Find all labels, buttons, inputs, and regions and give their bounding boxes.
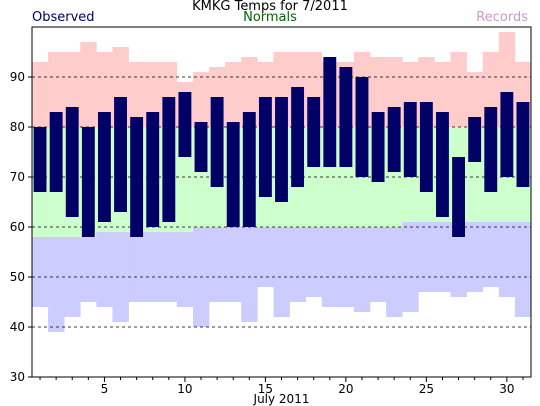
record-low-band-19 [321,227,339,307]
observed-bars [33,57,530,237]
record-low-band-25 [418,222,435,292]
record-low-band-3 [64,237,81,317]
observed-bar-day-9 [162,97,176,222]
observed-bar-day-4 [81,127,95,237]
observed-bar-day-25 [419,102,433,192]
observed-bar-day-1 [33,127,47,192]
observed-bar-day-15 [258,97,272,197]
record-high-band-27 [450,52,467,127]
observed-bar-day-7 [130,117,144,237]
x-tick-label-15: 15 [258,382,273,396]
record-high-band-1 [32,62,49,127]
observed-bar-day-18 [307,97,321,167]
record-low-band-5 [96,232,113,307]
observed-bar-day-23 [387,107,401,172]
record-high-band-22 [370,57,387,127]
legend-normals: Normals [243,10,297,25]
record-low-band-23 [386,227,403,317]
record-low-band-28 [466,222,484,292]
y-tick-label-60: 60 [10,220,25,234]
record-low-band-31 [514,222,532,317]
observed-bar-day-20 [339,67,353,167]
observed-bar-day-19 [323,57,337,167]
legend-observed: Observed [32,10,95,25]
record-high-band-2 [48,52,65,127]
record-low-band-2 [48,237,65,332]
x-tick-label-5: 5 [101,382,109,396]
record-low-band-13 [225,227,242,302]
record-high-band-14 [241,57,258,127]
observed-bar-day-12 [210,97,224,187]
record-low-band-29 [482,222,500,287]
x-axis-label: July 2011 [253,392,310,406]
observed-bar-day-5 [97,112,111,222]
record-high-band-4 [80,42,97,127]
observed-bar-day-3 [65,107,79,217]
record-low-band-16 [273,227,290,317]
record-low-band-8 [144,232,162,302]
y-tick-label-90: 90 [10,70,25,84]
chart-title: KMKG Temps for 7/2011 [192,0,348,14]
observed-bar-day-2 [49,112,63,192]
observed-bar-day-30 [500,92,514,177]
observed-bar-day-24 [403,102,417,177]
observed-bar-day-14 [242,112,256,227]
record-low-band-14 [241,227,258,322]
record-high-band-13 [225,62,242,127]
record-high-band-11 [192,72,210,127]
record-low-band-17 [289,227,306,302]
y-tick-label-80: 80 [10,120,25,134]
x-tick-label-25: 25 [419,382,434,396]
record-low-band-26 [434,222,451,292]
y-tick-label-50: 50 [10,270,25,284]
record-high-band-28 [466,72,484,127]
record-low-band-7 [128,232,145,302]
observed-bar-day-16 [275,97,288,202]
observed-bar-day-28 [468,117,482,162]
record-high-band-8 [144,62,162,127]
observed-bar-day-11 [194,122,208,172]
record-low-band-22 [370,227,387,302]
observed-bar-day-31 [516,102,530,187]
observed-bar-day-6 [114,97,127,212]
observed-bar-day-21 [355,77,369,177]
observed-bar-day-27 [452,157,466,237]
observed-bar-day-29 [484,107,498,192]
y-tick-label-70: 70 [10,170,25,184]
record-low-band-6 [112,232,129,322]
record-low-band-15 [257,227,274,287]
record-high-band-5 [96,52,113,127]
x-tick-label-20: 20 [338,382,353,396]
record-low-band-30 [498,222,516,297]
record-low-band-4 [80,237,97,302]
record-low-band-24 [402,222,419,312]
observed-bar-day-26 [436,112,449,217]
x-tick-label-30: 30 [499,382,514,396]
record-high-band-26 [434,62,451,127]
record-low-band-1 [32,237,49,307]
observed-bar-day-13 [226,122,240,227]
x-tick-label-10: 10 [177,382,192,396]
axis-ticks: 30 40 50 60 70 80 90 5 10 15 20 25 30 [10,70,524,396]
legend-records: Records [476,10,528,25]
record-low-band-18 [305,227,323,297]
record-low-band-20 [337,227,355,307]
y-tick-label-30: 30 [10,370,25,384]
record-low-band-21 [353,227,371,312]
record-low-band-10 [176,232,194,307]
observed-bar-day-8 [146,112,160,227]
y-tick-label-40: 40 [10,320,25,334]
record-high-band-7 [128,62,145,127]
record-low-band-27 [450,222,467,297]
record-low-band-9 [160,232,178,302]
observed-bar-day-17 [291,87,305,187]
record-low-band-12 [209,227,226,302]
observed-bar-day-22 [371,112,385,182]
observed-bar-day-10 [178,92,192,157]
